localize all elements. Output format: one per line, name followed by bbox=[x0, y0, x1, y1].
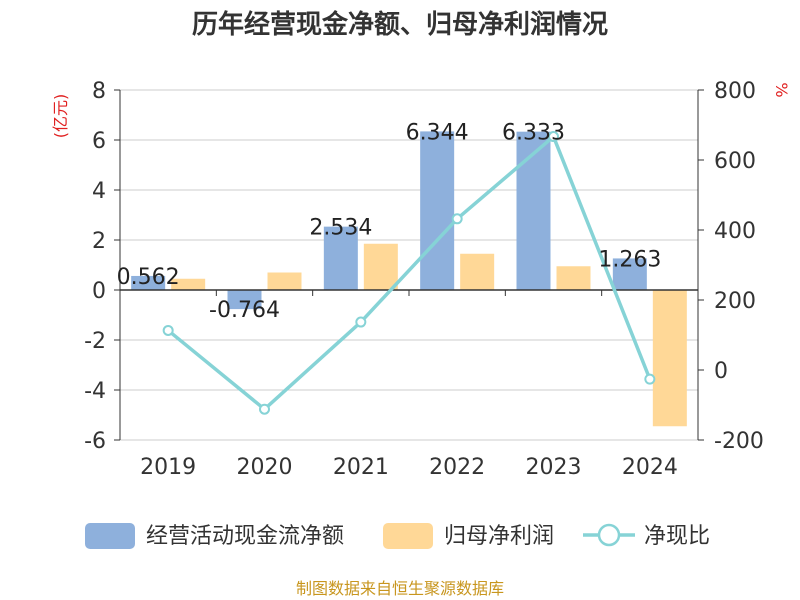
cashflow-value-label: 6.344 bbox=[406, 120, 469, 145]
cashflow-bar bbox=[516, 131, 551, 290]
left-axis-tick-label: 0 bbox=[92, 279, 106, 304]
cashflow-value-label: -0.764 bbox=[209, 298, 280, 323]
left-axis-tick-label: -4 bbox=[84, 379, 106, 404]
net-profit-bar bbox=[556, 266, 591, 290]
net-profit-bar bbox=[363, 243, 398, 290]
legend-swatch-net-profit bbox=[383, 523, 433, 549]
source-note: 制图数据来自恒生聚源数据库 bbox=[296, 579, 504, 598]
right-axis-tick-label: 400 bbox=[714, 219, 756, 244]
right-axis-tick-label: 800 bbox=[714, 79, 756, 104]
ratio-point bbox=[548, 131, 559, 143]
legend-marker-ratio bbox=[597, 523, 621, 547]
category-label: 2022 bbox=[429, 455, 485, 480]
ratio-line bbox=[162, 131, 656, 415]
net-profit-bar bbox=[460, 253, 495, 290]
right-axis-tick-label: 200 bbox=[714, 289, 756, 314]
right-axis-tick-label: -200 bbox=[714, 429, 764, 454]
left-axis-tick-label: 6 bbox=[92, 129, 106, 154]
cashflow-value-label: 0.562 bbox=[117, 265, 180, 290]
axes: -6 -4 -2 0 2 4 6 8 -200 0 200 400 600 800 2019 2020 2021… bbox=[84, 79, 764, 480]
left-axis-unit: (亿元) bbox=[51, 94, 70, 139]
cashflow-bar bbox=[323, 226, 358, 290]
left-axis-tick-label: -2 bbox=[84, 329, 106, 354]
ratio-line-path bbox=[167, 134, 652, 411]
legend: 经营活动现金流净额 归母净利润 净现比 bbox=[85, 523, 710, 549]
legend-swatch-cashflow bbox=[85, 523, 135, 549]
left-axis-tick-label: 2 bbox=[92, 229, 106, 254]
category-label: 2019 bbox=[140, 455, 196, 480]
cashflow-value-label: 6.333 bbox=[502, 121, 565, 146]
cashflow-bar bbox=[131, 275, 166, 290]
right-axis-unit: % bbox=[772, 82, 791, 97]
right-axis-tick-label: 0 bbox=[714, 359, 728, 384]
right-axis-tick-label: 600 bbox=[714, 149, 756, 174]
net-profit-bar bbox=[267, 272, 302, 290]
net-profit-bar bbox=[171, 278, 206, 290]
legend-label-net-profit: 归母净利润 bbox=[444, 524, 554, 549]
legend-label-ratio: 净现比 bbox=[644, 524, 710, 549]
cashflow-bar bbox=[612, 258, 647, 290]
data-labels: 0.562 -0.764 2.534 6.344 6.333 1.263 bbox=[117, 120, 662, 323]
category-label: 2021 bbox=[333, 455, 389, 480]
category-label: 2023 bbox=[526, 455, 582, 480]
cashflow-bar bbox=[420, 131, 455, 290]
left-axis-tick-label: 8 bbox=[92, 79, 106, 104]
bars bbox=[131, 131, 687, 427]
ratio-point bbox=[644, 373, 656, 385]
cashflow-value-label: 1.263 bbox=[598, 247, 661, 272]
cashflow-value-label: 2.534 bbox=[309, 216, 372, 241]
left-axis-tick-label: 4 bbox=[92, 179, 106, 204]
legend-label-cashflow: 经营活动现金流净额 bbox=[146, 524, 344, 549]
ratio-point bbox=[451, 213, 463, 225]
category-label: 2024 bbox=[622, 455, 678, 480]
left-axis-tick-label: -6 bbox=[84, 429, 106, 454]
ratio-point bbox=[162, 324, 174, 336]
net-profit-bar bbox=[652, 290, 687, 427]
ratio-point bbox=[259, 403, 270, 415]
chart-title: 历年经营现金净额、归母净利润情况 bbox=[192, 9, 608, 40]
ratio-point bbox=[355, 316, 367, 328]
category-label: 2020 bbox=[237, 455, 293, 480]
cashflow-bar bbox=[227, 290, 262, 310]
